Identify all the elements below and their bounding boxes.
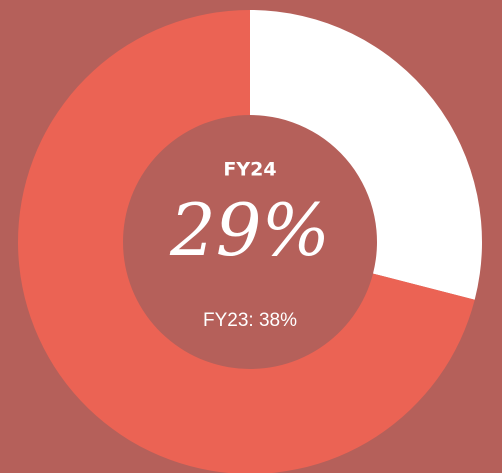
donut-segment <box>250 10 483 300</box>
donut <box>18 10 483 473</box>
donut-segment <box>18 10 475 473</box>
annotation: FY23: 38% <box>203 310 297 331</box>
value-label: 29% <box>169 188 330 272</box>
chart-title: FY24 <box>223 159 276 181</box>
